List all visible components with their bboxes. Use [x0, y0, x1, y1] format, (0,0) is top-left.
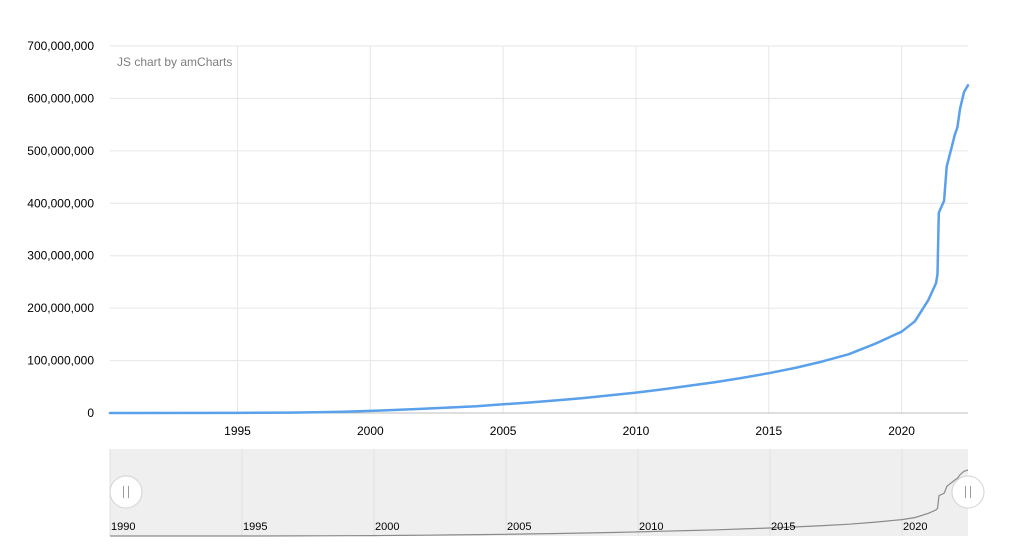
navigator-label: 1995	[243, 521, 267, 533]
x-tick-label: 2000	[357, 424, 384, 438]
x-tick-label: 2020	[888, 424, 915, 438]
navigator-background[interactable]	[110, 449, 968, 536]
y-tick-label: 500,000,000	[27, 144, 94, 158]
y-tick-label: 600,000,000	[27, 91, 94, 105]
y-tick-label: 300,000,000	[27, 249, 94, 263]
chart-credit[interactable]: JS chart by amCharts	[117, 55, 232, 69]
navigator-grid	[109, 449, 903, 536]
x-tick-label: 1995	[224, 424, 251, 438]
y-tick-label: 200,000,000	[27, 301, 94, 315]
navigator-label: 2000	[375, 521, 399, 533]
grip-icon	[965, 486, 971, 498]
navigator-label: 1990	[111, 521, 135, 533]
navigator-handle-right[interactable]	[951, 475, 985, 509]
x-tick-label: 2005	[490, 424, 517, 438]
navigator-series	[110, 469, 969, 537]
navigator-handle-left[interactable]	[109, 475, 143, 509]
navigator-label: 2020	[903, 521, 927, 533]
y-tick-label: 100,000,000	[27, 354, 94, 368]
y-axis: 0 100,000,000 200,000,000 300,000,000 400,00…	[27, 39, 94, 420]
navigator-label: 2010	[639, 521, 663, 533]
scrollbar-navigator[interactable]: 1990 1995 2000 2005 2010 2015 2020	[109, 449, 985, 537]
y-tick-label: 400,000,000	[27, 196, 94, 210]
navigator-labels: 1990 1995 2000 2005 2010 2015 2020	[111, 521, 927, 533]
x-tick-label: 2015	[755, 424, 782, 438]
navigator-label: 2005	[507, 521, 531, 533]
grip-icon	[123, 486, 129, 498]
y-tick-label: 0	[87, 406, 94, 420]
handle-left-circle[interactable]	[109, 475, 143, 509]
navigator-series-line	[110, 469, 969, 537]
series-layer	[108, 84, 970, 415]
handle-right-circle[interactable]	[951, 475, 985, 509]
navigator-label: 2015	[771, 521, 795, 533]
series-line[interactable]	[108, 84, 970, 415]
x-axis: 1995 2000 2005 2010 2015 2020	[110, 412, 968, 438]
y-tick-label: 700,000,000	[27, 39, 94, 53]
x-tick-label: 2010	[623, 424, 650, 438]
grid-layer	[110, 45, 968, 413]
